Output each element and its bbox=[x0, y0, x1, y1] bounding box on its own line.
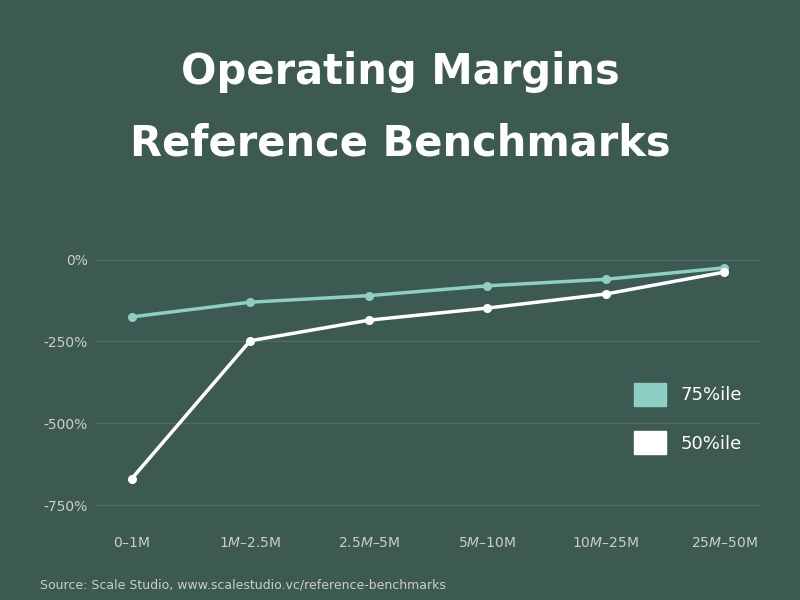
Text: Operating Margins: Operating Margins bbox=[181, 51, 619, 93]
Legend: 75%ile, 50%ile: 75%ile, 50%ile bbox=[625, 374, 751, 463]
Text: Reference Benchmarks: Reference Benchmarks bbox=[130, 123, 670, 165]
Text: Source: Scale Studio, www.scalestudio.vc/reference-benchmarks: Source: Scale Studio, www.scalestudio.vc… bbox=[40, 578, 446, 591]
